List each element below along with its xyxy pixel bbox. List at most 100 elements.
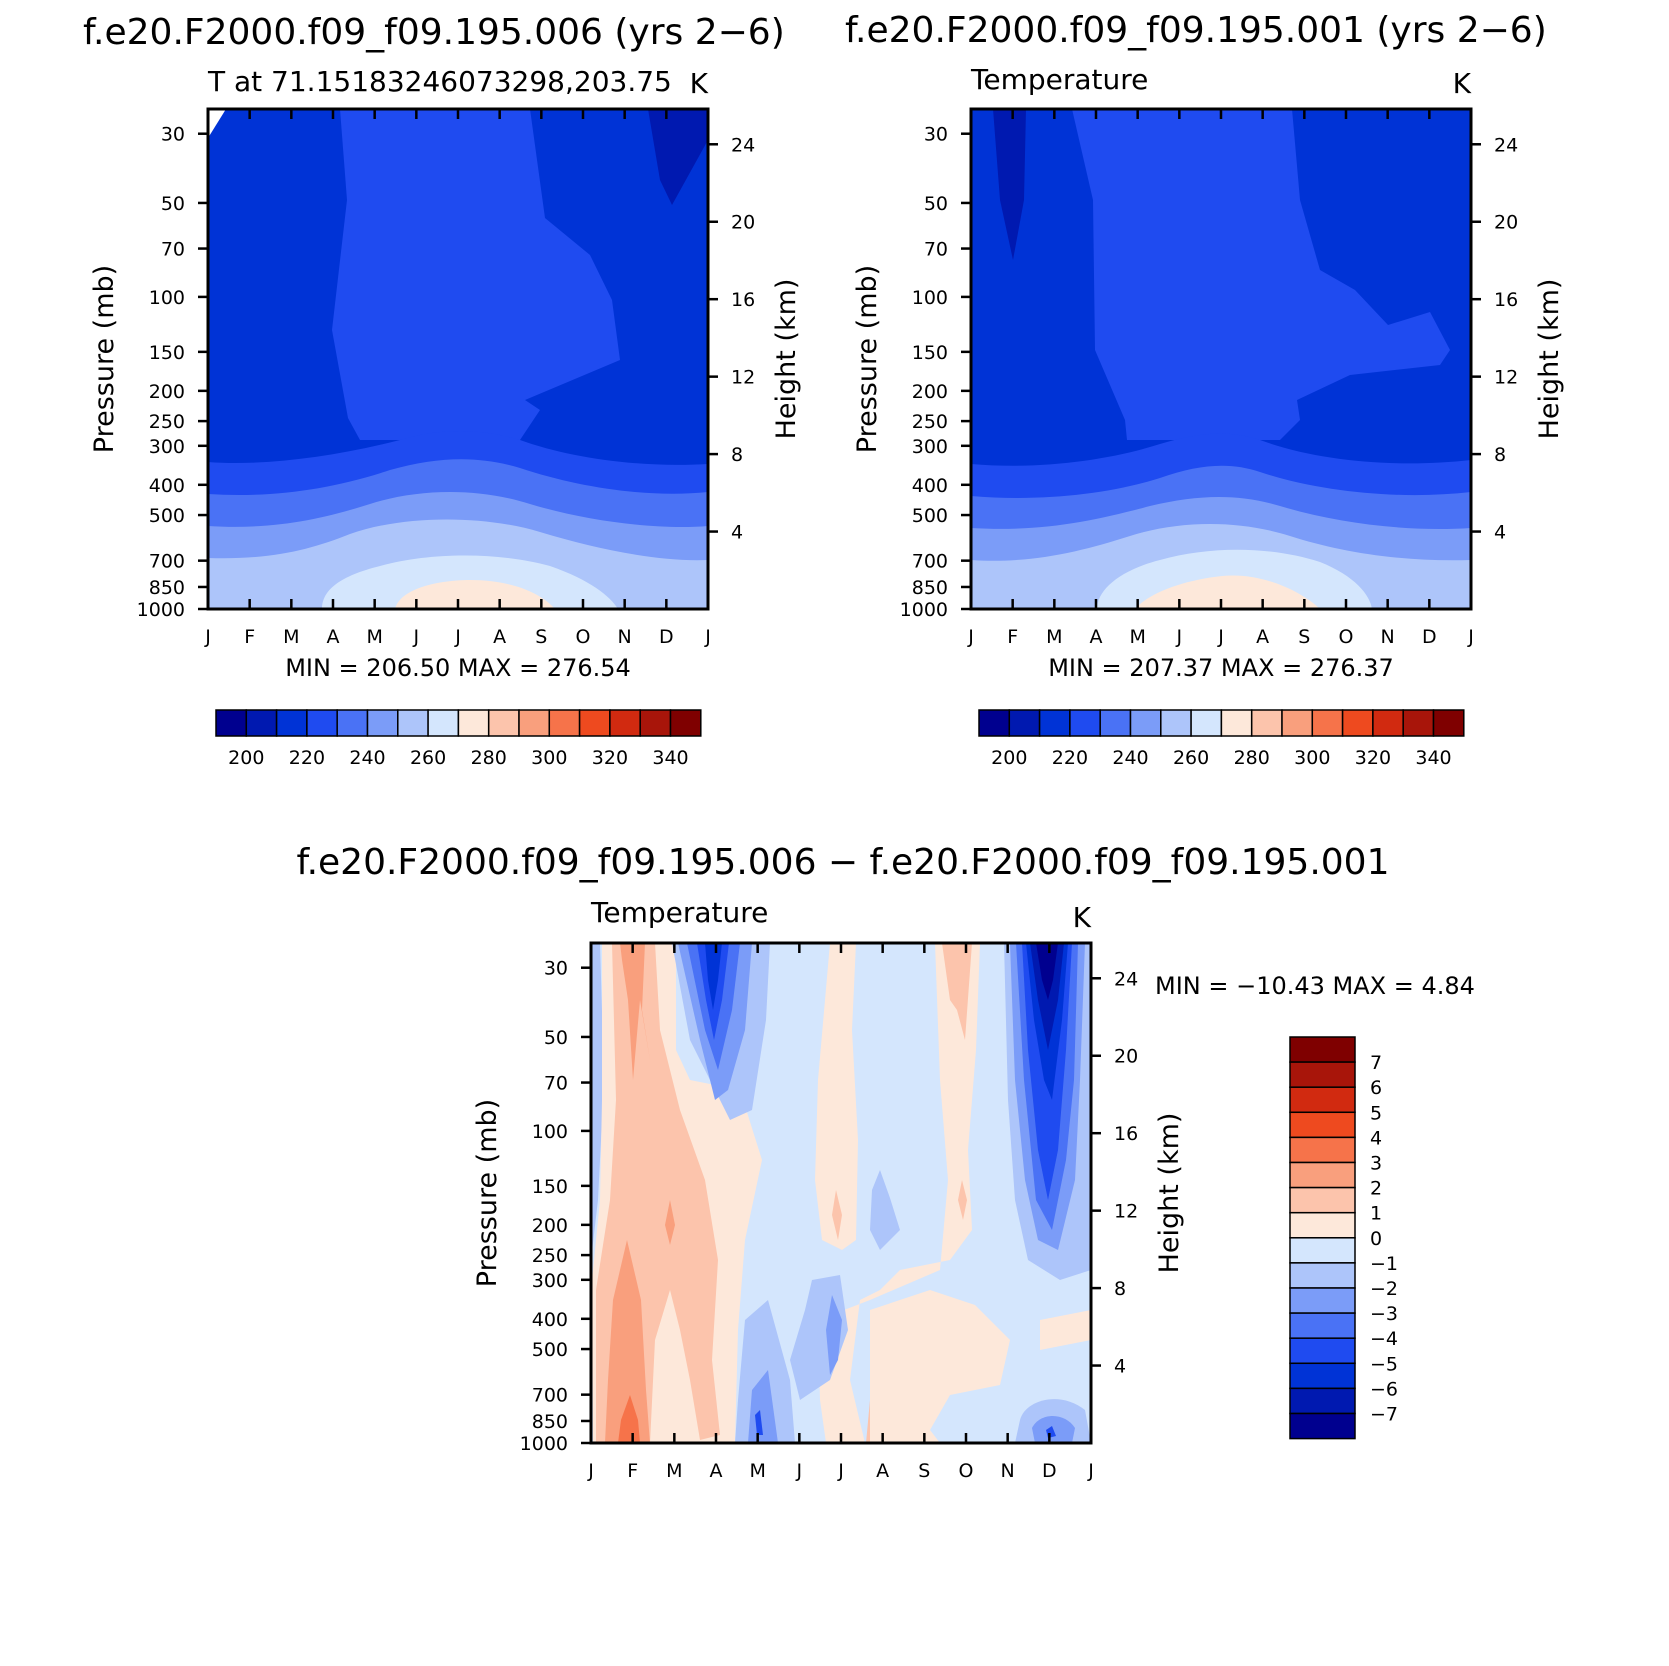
panel-c-run-title: f.e20.F2000.f09_f09.195.006 − f.e20.F200… xyxy=(297,842,1390,883)
colorbar-box xyxy=(1069,709,1101,737)
colorbar-box xyxy=(1372,709,1404,737)
colorbar-label: 220 xyxy=(289,747,325,769)
colorbar-box xyxy=(1289,1262,1356,1289)
height-tick-label: 20 xyxy=(1494,212,1518,234)
colorbar-label: 260 xyxy=(1173,747,1209,769)
height-tick-label: 12 xyxy=(731,367,755,389)
fill-a-275 xyxy=(395,580,555,609)
y-tick-label: 50 xyxy=(924,193,948,215)
x-tick-label: S xyxy=(1298,626,1310,648)
height-tick-label: 24 xyxy=(1494,134,1518,156)
y-tick-label: 150 xyxy=(532,1176,568,1198)
colorbar-label: 340 xyxy=(1415,747,1451,769)
fill-c-cool-mid-3 xyxy=(826,1295,842,1375)
colorbar-label: 240 xyxy=(1112,747,1148,769)
panel-c-units: K xyxy=(1073,901,1092,934)
colorbar-box xyxy=(1289,1086,1356,1114)
height-tick-label: 20 xyxy=(731,212,755,234)
colorbar-box xyxy=(1289,1362,1356,1390)
y-tick-label: 850 xyxy=(912,577,948,599)
x-tick-label: J xyxy=(967,626,974,648)
fill-c-warm-J xyxy=(815,943,858,1250)
x-tick-label: J xyxy=(454,626,461,648)
panel-a-ylabel-right: Height (km) xyxy=(771,279,802,440)
colorbar-box xyxy=(427,709,460,737)
panel-b-subtitle: Temperature xyxy=(970,63,1148,96)
height-tick-label: 12 xyxy=(1114,1201,1138,1223)
panel-c-contours xyxy=(591,943,1091,1443)
colorbar-box xyxy=(1190,709,1223,737)
colorbar-box xyxy=(1289,1412,1356,1440)
x-tick-label: J xyxy=(837,1460,844,1482)
colorbar-label: 300 xyxy=(531,747,567,769)
colorbar-box xyxy=(669,709,702,737)
colorbar-label: 200 xyxy=(991,747,1027,769)
colorbar-label: 340 xyxy=(652,747,688,769)
x-tick-label: O xyxy=(1339,626,1354,648)
panel-c: f.e20.F2000.f09_f09.195.006 − f.e20.F200… xyxy=(297,842,1475,1482)
colorbar-box xyxy=(1289,1287,1356,1314)
panel-b-ylabel-right: Height (km) xyxy=(1534,279,1565,440)
x-tick-label: O xyxy=(576,626,591,648)
colorbar-box xyxy=(639,709,672,737)
colorbar-box xyxy=(487,709,520,737)
colorbar-label: −2 xyxy=(1370,1278,1398,1300)
y-tick-label: 400 xyxy=(149,475,185,497)
colorbar-label: 0 xyxy=(1370,1228,1382,1250)
y-tick-label: 1000 xyxy=(520,1433,568,1455)
y-tick-label: 30 xyxy=(544,958,568,980)
fill-b-core-225 xyxy=(1072,109,1450,440)
y-tick-label: 400 xyxy=(532,1309,568,1331)
colorbar-box xyxy=(1289,1061,1356,1088)
height-tick-label: 24 xyxy=(731,134,755,156)
panel-a-colorbar: 200 220 240 260 280 300 320 340 xyxy=(215,709,702,769)
panel-b-ticks: J F M A M J J A S O N D J 30 50 70 100 150 200 250 300 400 500… xyxy=(900,109,1518,648)
height-tick-label: 8 xyxy=(1114,1278,1126,1300)
colorbar-box xyxy=(609,709,641,737)
panel-c-subtitle: Temperature xyxy=(590,896,768,929)
fill-c-warm-O-spot xyxy=(958,1180,967,1220)
y-tick-label: 500 xyxy=(149,505,185,527)
panel-a: f.e20.F2000.f09_f09.195.006 (yrs 2−6) T … xyxy=(83,12,802,769)
y-tick-label: 1000 xyxy=(900,599,948,621)
x-tick-label: S xyxy=(535,626,547,648)
colorbar-box xyxy=(336,709,369,737)
colorbar-box xyxy=(1281,709,1314,737)
x-tick-label: F xyxy=(244,626,255,648)
x-tick-label: D xyxy=(1422,626,1437,648)
colorbar-box xyxy=(1099,709,1132,737)
colorbar-label: 3 xyxy=(1370,1153,1382,1175)
x-tick-label: J xyxy=(704,626,711,648)
x-tick-label: J xyxy=(587,1460,594,1482)
fill-c-cool-low-M2 xyxy=(748,1370,778,1443)
panel-c-colorbar: 7 6 5 4 3 2 1 0 −1 −2 −3 −4 −5 −6 −7 xyxy=(1289,1036,1398,1440)
x-tick-label: A xyxy=(876,1460,889,1482)
y-tick-label: 850 xyxy=(532,1411,568,1433)
colorbar-box xyxy=(1402,709,1435,737)
colorbar-box xyxy=(1289,1337,1356,1365)
y-tick-label: 250 xyxy=(912,411,948,433)
colorbar-label: 280 xyxy=(1234,747,1270,769)
height-tick-label: 4 xyxy=(731,522,743,544)
colorbar-box xyxy=(1289,1036,1356,1063)
panel-c-min-max: MIN = −10.43 MAX = 4.84 xyxy=(1155,972,1475,1000)
panel-a-run-title: f.e20.F2000.f09_f09.195.006 (yrs 2−6) xyxy=(83,12,785,53)
height-tick-label: 12 xyxy=(1494,367,1518,389)
fill-b-cold-column xyxy=(993,109,1026,260)
height-tick-label: 8 xyxy=(1494,444,1506,466)
fill-c-cool-D-low-2 xyxy=(1032,1416,1075,1443)
colorbar-box xyxy=(1250,709,1283,737)
colorbar-label: 1 xyxy=(1370,1203,1382,1225)
panel-b: f.e20.F2000.f09_f09.195.001 (yrs 2−6) Te… xyxy=(845,10,1565,769)
colorbar-label: 240 xyxy=(349,747,385,769)
colorbar-box xyxy=(1220,709,1253,737)
colorbar-label: −7 xyxy=(1370,1404,1398,1426)
x-tick-label: O xyxy=(959,1460,974,1482)
colorbar-label: 320 xyxy=(592,747,628,769)
fill-c-warm-lower-mid xyxy=(870,1290,1010,1443)
panel-b-run-title: f.e20.F2000.f09_f09.195.001 (yrs 2−6) xyxy=(845,10,1547,51)
fill-a-missing xyxy=(208,109,226,138)
colorbar-box xyxy=(1160,709,1192,737)
panel-a-subtitle: T at 71.15183246073298,203.75 xyxy=(207,65,672,98)
